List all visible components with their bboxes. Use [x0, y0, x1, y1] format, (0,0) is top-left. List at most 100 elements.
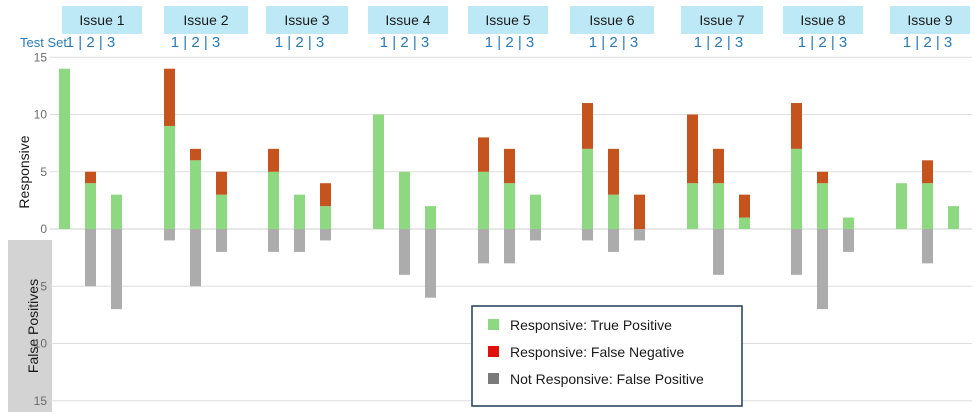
bar-false-positive — [713, 229, 724, 275]
issue-header-label: Issue 8 — [800, 12, 845, 28]
bar-true-positive — [399, 171, 410, 229]
bar-true-positive — [791, 148, 802, 229]
bar-true-positive — [817, 183, 828, 229]
bar-false-negative — [922, 160, 933, 184]
issue-header-box — [266, 6, 348, 34]
test-set-numbers: 1 | 2 | 3 — [380, 34, 430, 51]
issue-header-label: Issue 1 — [79, 12, 124, 28]
bar-false-negative — [739, 194, 750, 218]
bar-false-negative — [791, 103, 802, 149]
bar-true-positive — [294, 194, 305, 229]
test-set-numbers: 1 | 2 | 3 — [694, 34, 744, 51]
bar-false-negative — [320, 183, 331, 207]
test-set-numbers: 1 | 2 | 3 — [275, 34, 325, 51]
y-tick-label: 10 — [34, 337, 48, 351]
bar-true-positive — [85, 183, 96, 229]
legend-label: Not Responsive: False Positive — [510, 371, 704, 387]
issue-header-box — [570, 6, 654, 34]
bar-false-positive — [922, 229, 933, 264]
bar-false-positive — [425, 229, 436, 298]
issue-header-label: Issue 3 — [284, 12, 329, 28]
legend-box — [471, 305, 743, 407]
bar-false-positive — [530, 229, 541, 241]
bar-true-positive — [843, 217, 854, 229]
bar-false-positive — [190, 229, 201, 287]
bar-false-negative — [687, 114, 698, 184]
bar-true-positive — [896, 183, 907, 229]
issue-header-box — [681, 6, 763, 34]
bar-true-positive — [739, 217, 750, 229]
test-set-numbers: 1 | 2 | 3 — [798, 34, 848, 51]
test-set-numbers: 1 | 2 | 3 — [903, 34, 953, 51]
test-set-label: Test Set — [20, 35, 67, 50]
bar-false-positive — [582, 229, 593, 241]
issue-header-label: Issue 5 — [485, 12, 530, 28]
y-tick-label: 5 — [40, 165, 47, 179]
bar-false-positive — [608, 229, 619, 252]
legend-label: Responsive: True Positive — [510, 317, 672, 333]
y-axis-title-responsive: Responsive — [16, 135, 32, 208]
false-positives-panel — [8, 240, 52, 412]
bar-true-positive — [373, 114, 384, 229]
test-set-numbers: 1 | 2 | 3 — [171, 34, 221, 51]
issue-header-box — [783, 6, 863, 34]
bar-false-negative — [164, 68, 175, 126]
legend-swatch — [488, 319, 499, 330]
legend-swatch — [488, 346, 499, 357]
bar-false-positive — [634, 229, 645, 241]
bar-true-positive — [425, 206, 436, 229]
issue-header-label: Issue 6 — [589, 12, 634, 28]
bar-false-negative — [582, 103, 593, 149]
bar-true-positive — [922, 183, 933, 229]
test-set-numbers: 1 | 2 | 3 — [66, 34, 116, 51]
bar-false-positive — [85, 229, 96, 287]
issue-header-box — [468, 6, 548, 34]
bar-false-negative — [504, 148, 515, 184]
issue-header-label: Issue 2 — [183, 12, 228, 28]
bar-false-positive — [843, 229, 854, 252]
test-set-numbers: 1 | 2 | 3 — [485, 34, 535, 51]
bar-false-positive — [791, 229, 802, 275]
bar-false-negative — [478, 137, 489, 172]
y-tick-label: 10 — [34, 108, 48, 122]
bar-false-positive — [268, 229, 279, 252]
legend: Responsive: True Positive Responsive: Fal… — [471, 305, 743, 407]
bar-true-positive — [530, 194, 541, 229]
issue-header-box — [62, 6, 142, 34]
issue-header-label: Issue 7 — [699, 12, 744, 28]
issue-headers: Issue 1 1 | 2 | 3 Issue 2 1 | 2 | 3 Issue 3 1… — [62, 6, 970, 51]
bar-false-negative — [817, 171, 828, 184]
issue-header-label: Issue 4 — [385, 12, 430, 28]
issue-header-box — [368, 6, 448, 34]
test-set-numbers: 1 | 2 | 3 — [589, 34, 639, 51]
bar-false-positive — [817, 229, 828, 310]
bar-false-negative — [268, 148, 279, 172]
bar-true-positive — [268, 171, 279, 229]
bar-false-negative — [608, 148, 619, 195]
legend-swatch — [488, 373, 499, 384]
bar-false-negative — [713, 148, 724, 184]
bar-false-positive — [320, 229, 331, 241]
y-tick-label: 15 — [34, 50, 48, 64]
y-axis-title-false-positives: False Positives — [25, 279, 41, 373]
bar-false-positive — [504, 229, 515, 264]
issue-header-box — [890, 6, 970, 34]
legend-label: Responsive: False Negative — [510, 344, 685, 360]
bar-true-positive — [216, 194, 227, 229]
bar-false-negative — [216, 171, 227, 195]
bar-true-positive — [948, 206, 959, 229]
bar-true-positive — [164, 125, 175, 229]
issue-header-label: Issue 9 — [907, 12, 952, 28]
bar-true-positive — [582, 148, 593, 229]
bar-false-negative — [634, 194, 645, 229]
bar-true-positive — [713, 183, 724, 229]
bar-false-positive — [478, 229, 489, 264]
y-tick-label: 5 — [40, 279, 47, 293]
y-tick-labels: 15 10 5 0 5 10 15 — [34, 50, 48, 408]
bar-true-positive — [190, 160, 201, 229]
bar-true-positive — [320, 206, 331, 229]
bars — [59, 68, 959, 310]
bar-false-positive — [216, 229, 227, 252]
